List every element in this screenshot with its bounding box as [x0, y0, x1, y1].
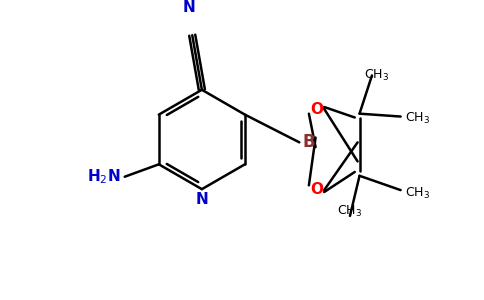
Text: B: B	[302, 133, 315, 151]
Text: CH$_3$: CH$_3$	[406, 185, 431, 200]
Text: O: O	[310, 182, 323, 197]
Text: CH$_3$: CH$_3$	[337, 204, 363, 219]
Text: CH$_3$: CH$_3$	[406, 111, 431, 126]
Text: O: O	[310, 102, 323, 117]
Text: H$_2$N: H$_2$N	[87, 167, 121, 186]
Text: N: N	[196, 192, 208, 207]
Text: N: N	[183, 0, 196, 15]
Text: CH$_3$: CH$_3$	[364, 68, 389, 83]
